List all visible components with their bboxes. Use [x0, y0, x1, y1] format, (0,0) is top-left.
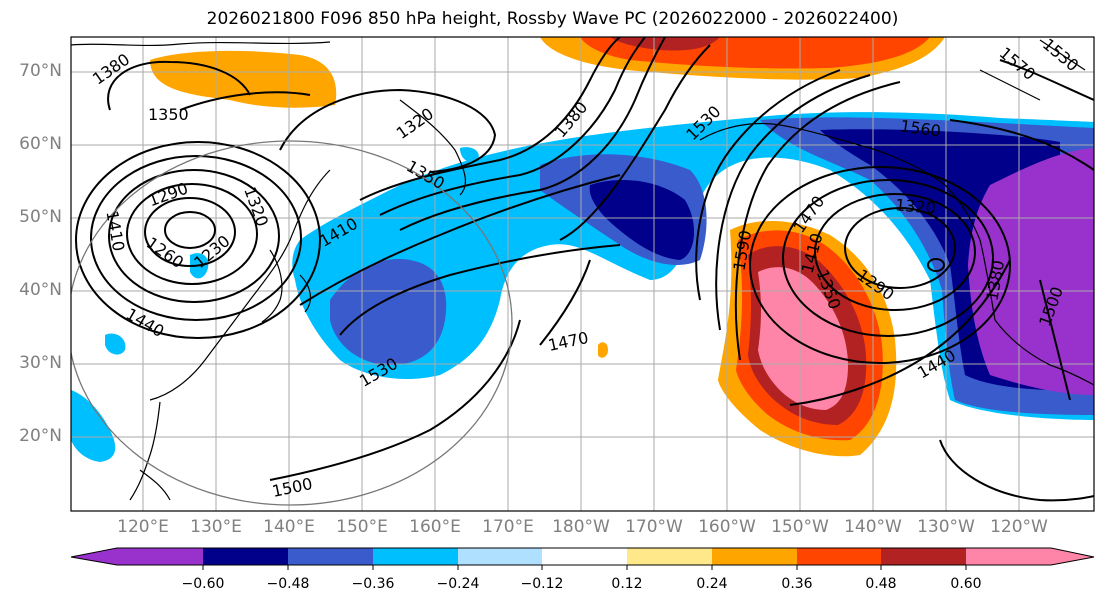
lon-label: 120°E	[117, 517, 169, 537]
colorbar-tick-label: −0.24	[436, 576, 480, 592]
colorbar-outline	[70, 547, 1095, 566]
colorbar-tick-label: 0.60	[950, 576, 982, 592]
lon-label: 150°W	[771, 517, 829, 537]
colorbar-tick-label: −0.12	[520, 576, 564, 592]
lon-label: 130°E	[190, 517, 242, 537]
positive-anomaly-region	[598, 342, 608, 358]
contour-label: 1470	[546, 328, 590, 355]
contour-label: 1380	[89, 50, 133, 89]
contour-label: 1570	[996, 43, 1039, 84]
colorbar	[70, 547, 1095, 570]
colorbar-tick-label: 0.12	[611, 576, 643, 592]
contour-label: 1530	[1039, 34, 1082, 75]
positive-anomaly-region	[150, 50, 337, 108]
colorbar-tick-label: −0.48	[266, 576, 310, 592]
lon-label: 160°E	[409, 517, 461, 537]
colorbar-segment	[797, 548, 881, 565]
lon-label: 140°W	[844, 517, 902, 537]
negative-anomaly-region	[71, 390, 116, 462]
colorbar-tick-label: 0.24	[696, 576, 728, 592]
negative-anomaly-region	[460, 147, 479, 162]
contour-label: 1290	[146, 179, 191, 211]
colorbar-segment	[542, 548, 627, 565]
colorbar-segment	[373, 548, 458, 565]
contour-label: 1410	[102, 209, 128, 252]
contour-label: 1320	[894, 195, 936, 217]
lat-label: 30°N	[19, 353, 62, 373]
contour-label: 1350	[148, 105, 189, 124]
contour-label: 1470	[789, 192, 828, 236]
map-frame	[70, 36, 1095, 512]
colorbar-tick-label: 0.48	[865, 576, 897, 592]
colorbar-tick-label: 0.36	[781, 576, 813, 592]
contour-label: 1320	[240, 184, 272, 229]
contour-label: 1320	[393, 104, 437, 143]
map-title: 2026021800 F096 850 hPa height, Rossby W…	[206, 9, 899, 29]
lat-label: 40°N	[19, 280, 62, 300]
lat-label: 60°N	[19, 134, 62, 154]
colorbar-segment	[203, 548, 288, 565]
negative-anomaly-region	[589, 180, 695, 260]
lon-label: 150°E	[336, 517, 388, 537]
height-contours	[75, 37, 1094, 502]
lat-label: 20°N	[19, 426, 62, 446]
positive-anomaly-region	[610, 37, 720, 51]
rossby-wave-circle	[71, 140, 513, 506]
colorbar-segment	[627, 548, 712, 565]
map-area	[71, 37, 1094, 511]
lon-label: 140°E	[263, 517, 315, 537]
lat-label: 50°N	[19, 207, 62, 227]
coastlines	[71, 39, 1094, 501]
lon-label: 180°W	[552, 517, 610, 537]
positive-anomaly-region	[758, 267, 848, 410]
lon-label: 130°W	[917, 517, 975, 537]
lon-label: 170°W	[625, 517, 683, 537]
colorbar-segment	[117, 548, 203, 565]
colorbar-segment	[458, 548, 542, 565]
colorbar-segment	[881, 548, 966, 565]
colorbar-tick-label: −0.36	[351, 576, 395, 592]
lon-label: 160°W	[698, 517, 756, 537]
colorbar-extend-high	[1051, 548, 1094, 565]
colorbar-extend-low	[71, 548, 117, 565]
colorbar-tick-label: −0.60	[181, 576, 225, 592]
negative-anomaly-region	[968, 148, 1094, 395]
lon-label: 120°W	[990, 517, 1048, 537]
lon-label: 170°E	[482, 517, 534, 537]
colorbar-segment	[288, 548, 373, 565]
negative-anomaly-region	[105, 333, 126, 355]
colorbar-segment	[966, 548, 1051, 565]
lat-label: 70°N	[19, 61, 62, 81]
colorbar-segment	[712, 548, 797, 565]
